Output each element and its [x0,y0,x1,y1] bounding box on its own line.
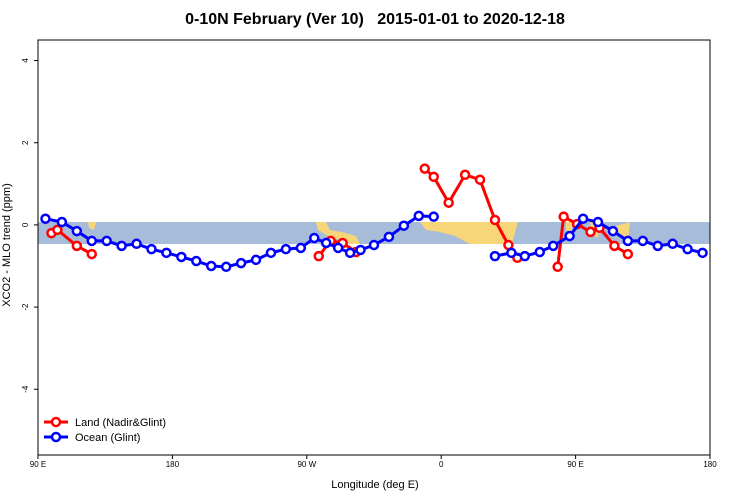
chart-title: 0-10N February (Ver 10) 2015-01-01 to 20… [185,11,565,28]
data-point [489,250,501,262]
y-tick-label: 4 [21,58,30,63]
data-point [131,238,142,250]
data-point [637,235,649,247]
data-point [355,244,366,256]
data-point [235,257,247,269]
data-point [622,248,634,260]
x-tick-label: 90 E [30,460,46,469]
y-tick-label: 0 [21,222,30,227]
data-point [295,242,307,254]
data-point [592,216,604,228]
data-point [489,214,501,226]
data-point [682,243,693,255]
legend-box [40,412,190,448]
data-point [71,240,83,252]
data-point [652,240,663,252]
data-point [552,261,563,273]
data-point [667,238,678,250]
data-point [558,211,569,222]
data-point [534,246,546,258]
data-point [419,163,431,174]
data-point [320,237,332,249]
series-line [45,214,434,269]
data-point [577,213,589,224]
data-point [280,243,292,255]
data-point [519,250,531,262]
data-point [428,171,439,183]
data-point [609,240,620,252]
data-point [547,240,559,252]
data-point [443,197,454,208]
x-tick-label: 180 [166,460,180,469]
data-point [191,255,202,267]
data-point [250,254,262,266]
data-point [413,210,425,222]
x-tick-label: 180 [703,460,717,469]
y-tick-label: -4 [21,385,30,393]
data-point [506,247,517,259]
ocean-band [38,222,710,244]
data-point [564,230,575,242]
data-point [265,247,277,259]
data-point [697,247,708,259]
data-point [313,250,324,262]
x-tick-label: 90 E [567,460,583,469]
data-point [459,169,471,181]
data-point [176,251,187,263]
data-point [101,235,112,247]
data-point [205,260,217,272]
data-point [56,216,68,228]
data-point [398,220,410,231]
data-point [607,225,619,237]
data-point [585,226,596,238]
data-point [309,232,320,244]
data-point [368,239,380,251]
data-point [86,235,98,247]
legend-label: Ocean (Glint) [75,432,140,444]
data-point [383,231,395,243]
data-point [474,174,486,185]
data-point [344,247,356,259]
x-tick-label: 90 W [297,460,316,469]
data-point [332,242,344,254]
y-axis-label: XCO2 - MLO trend (ppm) [1,183,13,306]
series-line [317,239,357,258]
y-tick-label: -2 [21,303,30,311]
data-point [116,240,127,252]
legend-label: Land (Nadir&Glint) [75,417,166,429]
data-point [40,213,51,224]
legend-marker [50,431,62,443]
data-point [146,243,157,255]
plot-frame [37,39,711,456]
x-axis-label: Longitude (deg E) [331,479,418,491]
x-tick-label: 0 [439,460,444,469]
data-point [71,225,83,237]
legend-marker [50,416,62,428]
data-point [86,248,98,260]
y-tick-label: 2 [21,140,30,145]
data-point [52,224,63,236]
data-point [161,247,172,259]
data-point [622,235,634,247]
data-point [428,211,439,222]
data-point [220,261,232,273]
